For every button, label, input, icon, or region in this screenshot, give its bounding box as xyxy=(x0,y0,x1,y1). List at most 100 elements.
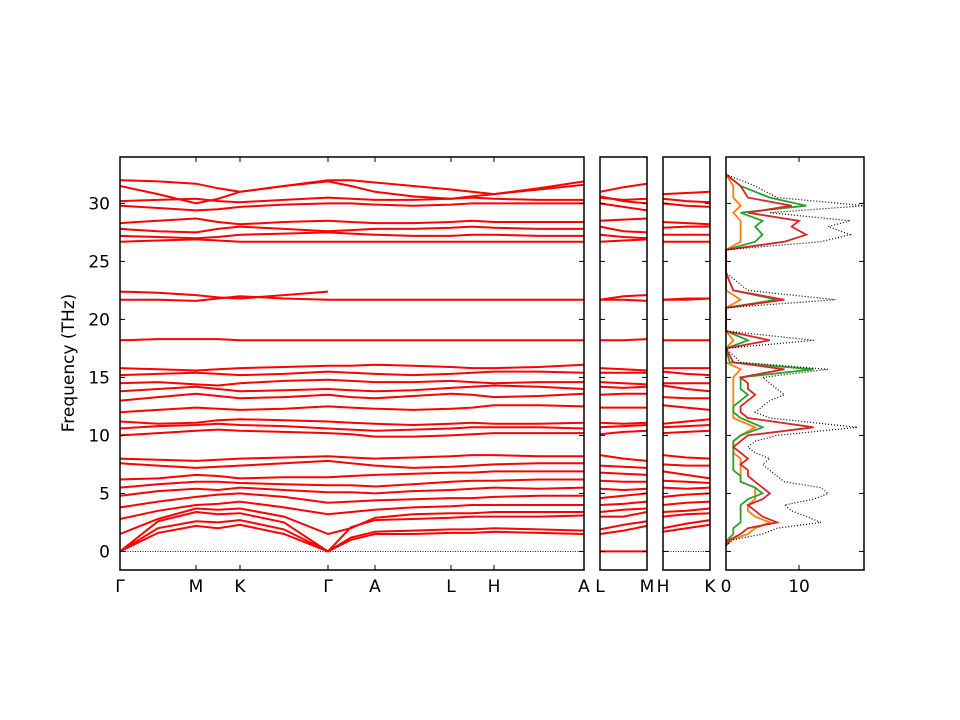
band-line xyxy=(120,295,584,302)
band-line xyxy=(119,422,585,432)
band-line xyxy=(599,217,648,222)
band-line xyxy=(119,384,585,393)
y-tick-label: 25 xyxy=(88,252,110,272)
band-line xyxy=(662,418,711,425)
band-line xyxy=(600,298,648,302)
band-line xyxy=(662,470,711,480)
axes-frame xyxy=(662,156,711,571)
band-line xyxy=(662,404,711,411)
x-tick-label: K xyxy=(234,577,246,597)
band-line xyxy=(599,421,648,425)
dos-line xyxy=(724,173,814,547)
band-line xyxy=(599,479,647,483)
band-line xyxy=(119,510,585,553)
band-line xyxy=(662,463,710,467)
band-line xyxy=(599,507,648,513)
x-tick-label: A xyxy=(369,577,381,597)
x-tick-label: A xyxy=(578,577,590,597)
band-line xyxy=(119,217,584,226)
band-line xyxy=(599,500,648,506)
band-line xyxy=(599,385,648,389)
band-line xyxy=(599,471,648,476)
band-line xyxy=(599,487,648,492)
band-line xyxy=(662,221,711,226)
x-tick-label: H xyxy=(657,577,670,597)
x-tick-label: K xyxy=(704,577,716,597)
band-line xyxy=(600,511,648,518)
band-line xyxy=(599,454,648,462)
band-line xyxy=(662,492,711,498)
band-line xyxy=(599,520,648,531)
band-line xyxy=(599,392,647,396)
y-tick-label: 10 xyxy=(88,426,110,446)
band-line xyxy=(119,404,585,414)
band-line xyxy=(599,294,648,301)
x-tick-label: L xyxy=(595,577,605,597)
axes-frame xyxy=(119,156,585,571)
band-line xyxy=(599,202,648,212)
band-line xyxy=(599,367,648,372)
y-tick-label: 30 xyxy=(88,194,110,214)
band-line xyxy=(599,381,648,386)
band-line xyxy=(119,202,584,212)
band-line xyxy=(119,500,584,520)
band-line xyxy=(119,486,585,497)
band-line xyxy=(599,492,648,500)
x-tick-label: 10 xyxy=(788,577,810,597)
band-line xyxy=(662,384,711,393)
band-line xyxy=(119,523,585,553)
band-line xyxy=(119,418,585,427)
band-line xyxy=(119,454,584,462)
band-line xyxy=(119,290,329,300)
x-tick-label: 0 xyxy=(721,577,732,597)
band-line xyxy=(119,370,585,377)
band-line xyxy=(119,392,585,402)
band-line xyxy=(599,182,648,193)
band-line xyxy=(662,190,711,196)
x-tick-label: Γ xyxy=(323,577,333,597)
band-line xyxy=(662,454,711,460)
band-line xyxy=(119,507,584,536)
dos-line xyxy=(724,173,865,547)
y-tick-label: 20 xyxy=(88,310,110,330)
band-line xyxy=(119,519,585,553)
dos-line xyxy=(724,173,814,546)
band-line xyxy=(662,370,711,377)
band-line xyxy=(599,233,648,240)
band-line xyxy=(119,492,584,509)
band-line xyxy=(119,225,584,234)
band-line xyxy=(599,225,648,234)
band-line xyxy=(662,479,711,484)
band-line xyxy=(599,424,648,429)
x-tick-label: Γ xyxy=(115,577,125,597)
band-line xyxy=(662,429,711,435)
band-line xyxy=(599,524,648,535)
band-line xyxy=(662,500,711,506)
x-tick-label: M xyxy=(640,577,655,597)
band-line xyxy=(119,470,584,481)
band-line xyxy=(662,486,711,490)
band-line xyxy=(599,429,648,436)
band-line xyxy=(662,396,710,400)
x-tick-label: M xyxy=(189,577,204,597)
band-line xyxy=(119,378,584,387)
band-line xyxy=(119,338,584,342)
axes-frame xyxy=(725,156,865,571)
band-line xyxy=(662,512,711,518)
band-line xyxy=(119,179,585,196)
band-line xyxy=(662,424,711,429)
band-line xyxy=(662,225,710,229)
band-line xyxy=(662,519,711,530)
band-line xyxy=(119,180,585,205)
band-line xyxy=(119,231,584,240)
dos-line xyxy=(725,173,773,547)
band-line xyxy=(119,459,584,469)
band-line xyxy=(119,238,584,243)
band-line xyxy=(662,523,711,533)
x-tick-label: L xyxy=(446,577,456,597)
band-line xyxy=(119,428,584,438)
band-line xyxy=(119,478,584,489)
band-line xyxy=(599,238,648,243)
